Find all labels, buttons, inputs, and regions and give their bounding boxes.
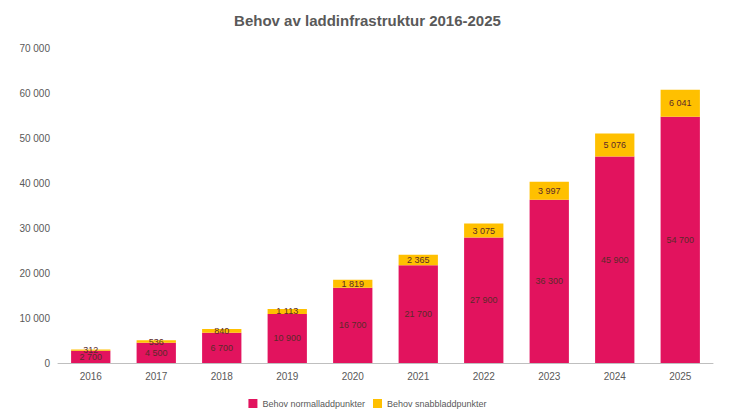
svg-text:10 000: 10 000 bbox=[19, 313, 50, 324]
svg-text:20 000: 20 000 bbox=[19, 268, 50, 279]
svg-text:Behov normalladdpunkter: Behov normalladdpunkter bbox=[262, 399, 365, 409]
svg-text:10 900: 10 900 bbox=[273, 333, 301, 343]
svg-text:6 041: 6 041 bbox=[669, 98, 692, 108]
svg-text:2 700: 2 700 bbox=[79, 351, 102, 362]
svg-text:2023: 2023 bbox=[538, 371, 561, 382]
svg-text:3 075: 3 075 bbox=[472, 226, 495, 236]
svg-text:1 113: 1 113 bbox=[276, 306, 298, 316]
svg-text:40 000: 40 000 bbox=[19, 178, 50, 189]
svg-text:60 000: 60 000 bbox=[19, 88, 50, 99]
svg-text:2020: 2020 bbox=[342, 371, 365, 382]
svg-text:2024: 2024 bbox=[604, 371, 627, 382]
svg-text:Behov av laddinfrastruktur 201: Behov av laddinfrastruktur 2016-2025 bbox=[234, 12, 501, 29]
svg-text:27 900: 27 900 bbox=[470, 295, 498, 305]
svg-text:45 900: 45 900 bbox=[601, 255, 629, 265]
svg-text:1 819: 1 819 bbox=[341, 279, 364, 289]
svg-text:30 000: 30 000 bbox=[19, 223, 50, 234]
svg-text:536: 536 bbox=[149, 337, 164, 347]
svg-text:840: 840 bbox=[214, 326, 229, 336]
svg-text:2016: 2016 bbox=[80, 371, 103, 382]
svg-text:2022: 2022 bbox=[473, 371, 496, 382]
svg-text:2 365: 2 365 bbox=[407, 255, 430, 265]
svg-text:2025: 2025 bbox=[669, 371, 692, 382]
svg-text:3 997: 3 997 bbox=[538, 186, 561, 196]
svg-text:2018: 2018 bbox=[211, 371, 234, 382]
svg-text:21 700: 21 700 bbox=[404, 309, 432, 319]
svg-text:50 000: 50 000 bbox=[19, 133, 50, 144]
svg-text:4 500: 4 500 bbox=[145, 348, 168, 358]
svg-text:312: 312 bbox=[83, 345, 98, 355]
svg-text:70 000: 70 000 bbox=[19, 43, 50, 54]
svg-text:54 700: 54 700 bbox=[666, 235, 694, 245]
svg-text:2019: 2019 bbox=[276, 371, 299, 382]
svg-text:2017: 2017 bbox=[145, 371, 168, 382]
svg-text:6 700: 6 700 bbox=[210, 343, 233, 353]
svg-text:Behov snabbladdpunkter: Behov snabbladdpunkter bbox=[387, 399, 487, 409]
svg-text:16 700: 16 700 bbox=[339, 320, 367, 330]
svg-text:5 076: 5 076 bbox=[603, 140, 626, 150]
svg-text:36 300: 36 300 bbox=[535, 276, 563, 286]
svg-text:0: 0 bbox=[44, 358, 50, 369]
svg-text:2021: 2021 bbox=[407, 371, 430, 382]
